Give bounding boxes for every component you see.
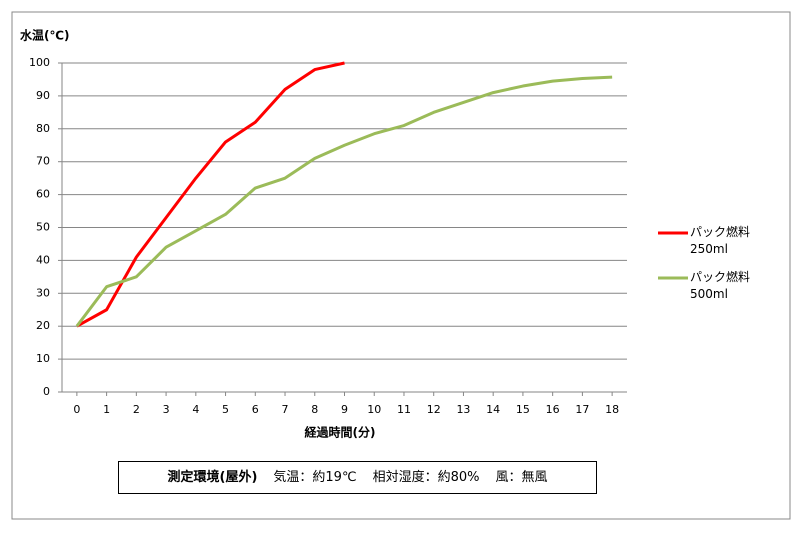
legend-label: パック燃料 250ml (690, 225, 751, 256)
x-tick-label: 2 (133, 403, 140, 416)
x-tick-label: 1 (103, 403, 110, 416)
y-tick-label: 80 (36, 122, 50, 135)
y-tick-label: 40 (36, 253, 50, 266)
y-tick-label: 100 (29, 56, 50, 69)
note-item: 相対湿度：約80% (372, 470, 480, 485)
x-tick-label: 11 (397, 403, 411, 416)
x-tick-label: 5 (222, 403, 229, 416)
chart-border (11, 11, 791, 520)
y-tick-label: 30 (36, 286, 50, 299)
x-tick-label: 4 (192, 403, 199, 416)
y-tick-label: 0 (43, 385, 50, 398)
y-tick-label: 60 (36, 188, 50, 201)
y-tick-label: 10 (36, 352, 50, 365)
y-tick-label: 70 (36, 155, 50, 168)
x-tick-label: 15 (516, 403, 530, 416)
x-tick-label: 9 (341, 403, 348, 416)
y-axis-title: 水温(℃) (20, 28, 70, 43)
x-tick-label: 0 (73, 403, 80, 416)
note-item: 気温：約19℃ (273, 470, 357, 485)
x-tick-label: 14 (486, 403, 500, 416)
line-series (75, 75, 613, 328)
x-tick-label: 7 (282, 403, 289, 416)
x-tick-label: 12 (427, 403, 441, 416)
x-tick-label: 17 (575, 403, 589, 416)
x-tick-label: 6 (252, 403, 259, 416)
y-tick-label: 20 (36, 319, 50, 332)
legend-label: パック燃料 500ml (690, 270, 751, 301)
y-tick-label: 50 (36, 221, 50, 234)
x-axis-title: 経過時間(分) (305, 425, 376, 440)
x-tick-label: 18 (605, 403, 619, 416)
note-item: 風：無風 (495, 470, 548, 485)
note-box: 測定環境(屋外) 気温：約19℃ 相対湿度：約80% 風：無風 (118, 461, 597, 494)
x-tick-label: 10 (367, 403, 381, 416)
x-tick-label: 16 (546, 403, 560, 416)
line-series (76, 61, 345, 328)
x-tick-label: 3 (163, 403, 170, 416)
y-tick-label: 90 (36, 89, 50, 102)
x-tick-label: 8 (311, 403, 318, 416)
x-tick-label: 13 (456, 403, 470, 416)
note-label: 測定環境(屋外) (167, 470, 258, 485)
